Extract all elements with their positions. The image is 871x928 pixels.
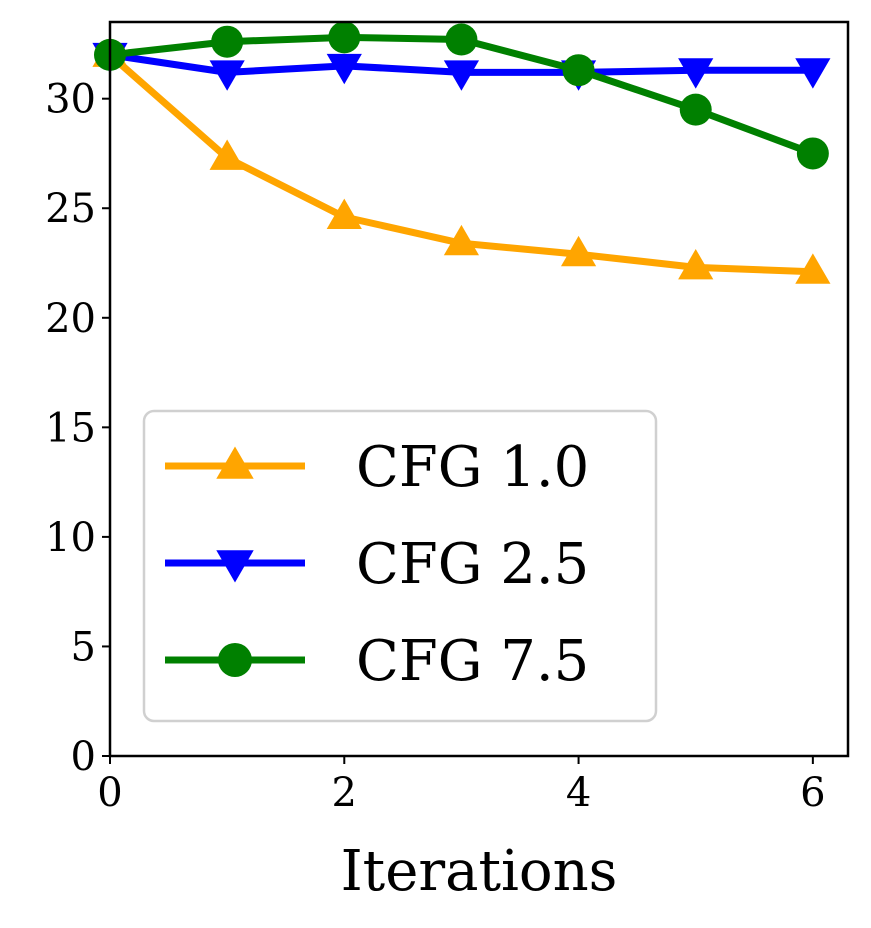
data-point bbox=[560, 235, 597, 267]
legend-marker bbox=[216, 446, 254, 479]
y-tick-label: 0 bbox=[71, 734, 96, 780]
legend-marker bbox=[218, 643, 252, 677]
data-point bbox=[443, 224, 480, 256]
x-tick-label: 6 bbox=[800, 770, 825, 816]
legend-label: CFG 1.0 bbox=[356, 435, 589, 500]
legend-label: CFG 2.5 bbox=[356, 532, 589, 597]
legend-box bbox=[142, 409, 658, 723]
y-tick-label: 30 bbox=[45, 77, 96, 123]
y-tick-label: 5 bbox=[71, 624, 96, 670]
plot-frame bbox=[108, 20, 850, 758]
y-tick-label: 25 bbox=[45, 186, 96, 232]
y-tick-label: 15 bbox=[45, 405, 96, 451]
y-tick-label: 10 bbox=[45, 515, 96, 561]
data-point bbox=[796, 137, 829, 170]
legend-entry: CFG 7.5 bbox=[165, 629, 589, 694]
y-tick-label: 20 bbox=[45, 296, 96, 342]
data-point bbox=[209, 139, 245, 170]
legend-entry: CFG 2.5 bbox=[165, 532, 589, 597]
data-point bbox=[562, 54, 595, 87]
data-point bbox=[328, 21, 361, 54]
data-point bbox=[211, 25, 244, 58]
data-point bbox=[209, 60, 245, 91]
data-point bbox=[445, 23, 478, 56]
x-tick-label: 2 bbox=[332, 770, 357, 816]
data-point bbox=[795, 58, 831, 89]
data-point bbox=[326, 53, 362, 85]
data-point bbox=[679, 93, 712, 126]
data-point bbox=[795, 253, 831, 284]
legend-entry: CFG 1.0 bbox=[165, 435, 589, 500]
data-point bbox=[326, 198, 362, 230]
data-point bbox=[678, 58, 714, 89]
x-axis-label: Iterations bbox=[341, 839, 618, 904]
x-tick-label: 0 bbox=[97, 770, 122, 816]
data-point bbox=[443, 60, 480, 91]
series-cfg-7-5 bbox=[94, 21, 829, 170]
x-tick-label: 4 bbox=[566, 770, 591, 816]
legend-label: CFG 7.5 bbox=[356, 629, 589, 694]
legend-marker bbox=[216, 550, 254, 583]
data-point bbox=[678, 248, 714, 280]
